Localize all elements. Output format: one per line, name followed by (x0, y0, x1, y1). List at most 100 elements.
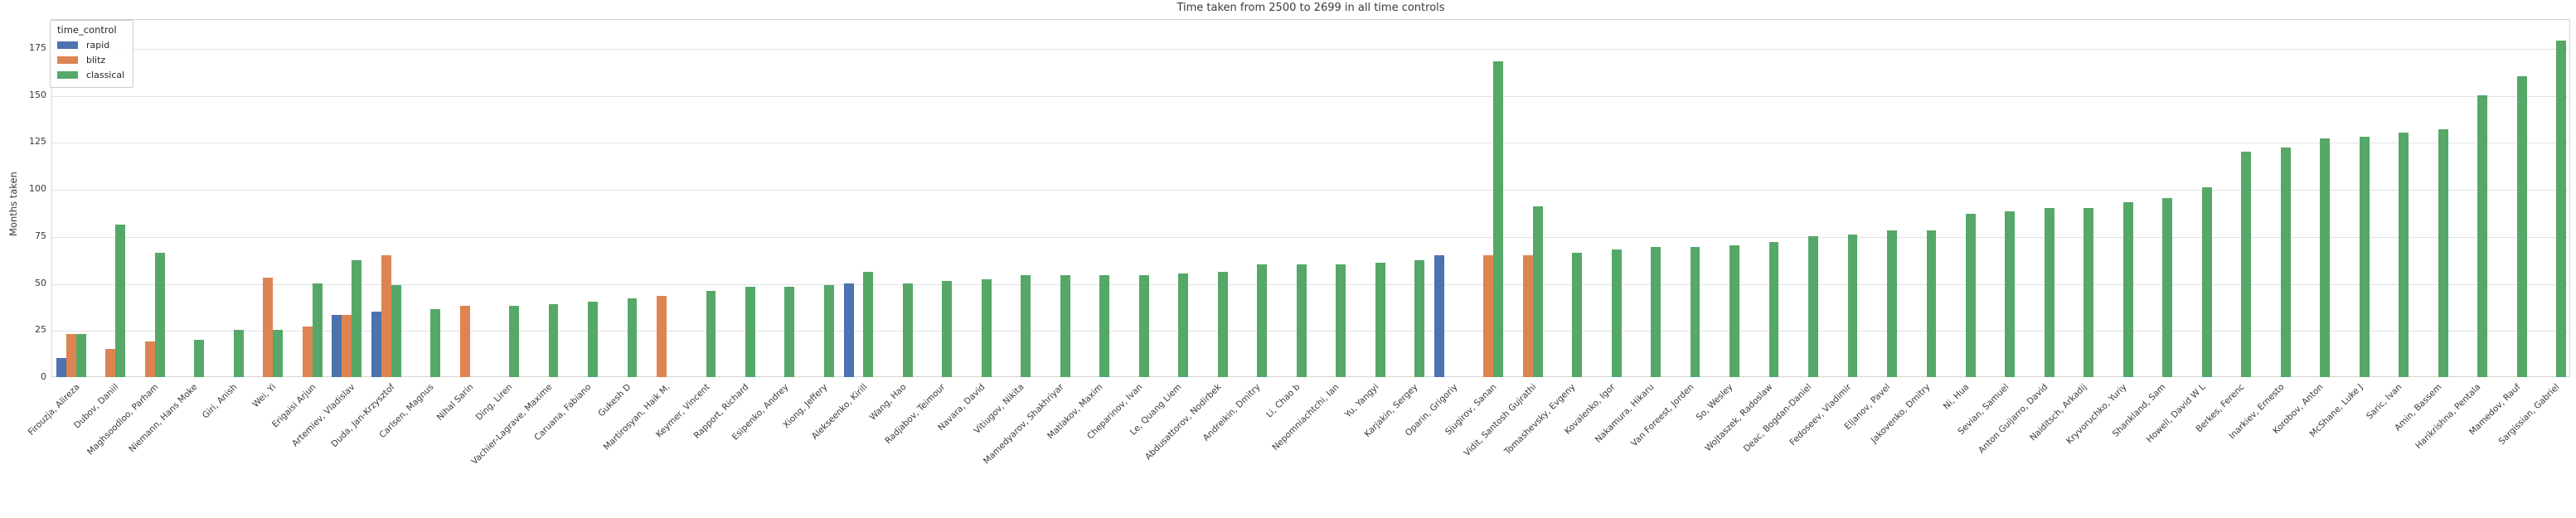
bar-classical-Esipenko, Andrey (784, 287, 795, 377)
bar-classical-Li, Chao b (1296, 264, 1307, 377)
bar-classical-Nakamura, Hikaru (1651, 247, 1661, 377)
bar-classical-Kovalenko, Igor (1611, 249, 1622, 377)
bar-classical-Le, Quang Liem (1178, 274, 1189, 377)
bar-classical-Fedoseev, Vladimir (1847, 234, 1858, 377)
bar-classical-Gukesh D (627, 298, 638, 377)
y-tick-label-50: 50 (35, 277, 46, 288)
bar-rapid-Artemiev, Vladislav (332, 315, 342, 377)
bar-classical-Maghsoodloo, Parham (154, 253, 165, 377)
bar-classical-Anton Guijarro, David (2044, 207, 2054, 377)
bar-rapid-Firouzja, Alireza (56, 358, 66, 377)
bar-classical-So, Wesley (1729, 245, 1739, 377)
legend: time_control rapid blitz classical (50, 20, 134, 88)
legend-entry-blitz: blitz (57, 52, 124, 67)
y-tick-label-25: 25 (35, 324, 46, 336)
bar-rapid-Oparin, Grigoriy (1434, 254, 1444, 377)
bar-classical-Rapport, Richard (745, 287, 755, 377)
gridline-y-75 (52, 236, 2569, 238)
bar-blitz-Erigaisi Arjun (302, 326, 313, 377)
bar-classical-Artemiev, Vladislav (352, 260, 362, 377)
bar-blitz-Duda, Jan-Krzysztof (381, 254, 391, 377)
bar-classical-Deac, Bogdan-Daniel (1808, 235, 1818, 377)
legend-title: time_control (57, 24, 117, 36)
bar-blitz-Martirosyan, Haik M. (657, 296, 667, 377)
bar-blitz-Dubov, Daniil (105, 348, 116, 377)
bar-classical-Yu, Yangyi (1375, 262, 1385, 377)
gridline-y-100 (52, 190, 2569, 191)
bar-blitz-Firouzja, Alireza (65, 333, 76, 377)
bar-classical-Mamedyarov, Shakhriyar (1060, 275, 1070, 377)
bar-classical-Shankland, Sam (2162, 198, 2173, 377)
bar-classical-Wojtaszek, Radoslaw (1768, 241, 1779, 377)
blitz-color-swatch (57, 56, 78, 64)
bar-classical-Mamedov, Rauf (2516, 76, 2527, 377)
bar-classical-Vitiugov, Nikita (1021, 275, 1031, 377)
rapid-color-swatch (57, 41, 78, 49)
bar-classical-Erigaisi Arjun (312, 283, 323, 377)
bar-classical-Jakovenko, Dmitry (1926, 230, 1937, 377)
bar-classical-Van Foreest, Jorden (1690, 247, 1700, 377)
bar-blitz-Nihal Sarin (459, 305, 470, 377)
bar-classical-Nepomniachtchi, Ian (1336, 264, 1346, 377)
bar-classical-Karjakin, Sergey (1414, 260, 1425, 377)
y-tick-label-0: 0 (41, 371, 46, 382)
bar-classical-Saric, Ivan (2399, 133, 2409, 377)
bar-classical-Firouzja, Alireza (75, 333, 86, 377)
y-tick-label-100: 100 (29, 183, 46, 195)
bar-blitz-Wei, Yi (263, 277, 274, 377)
y-tick-label-125: 125 (29, 136, 46, 148)
bar-rapid-Duda, Jan-Krzysztof (371, 311, 381, 377)
bar-classical-Keymer, Vincent (706, 290, 716, 377)
bar-blitz-Sjugirov, Sanan (1483, 254, 1494, 377)
bar-classical-Howell, David W L (2201, 186, 2212, 377)
bar-classical-Xiong, Jeffery (823, 284, 834, 377)
gridline-y-175 (52, 48, 2569, 50)
bar-classical-Naiditsch, Arkadij (2084, 207, 2094, 377)
legend-entry-classical: classical (57, 67, 124, 82)
y-tick-label-75: 75 (35, 230, 46, 241)
bar-classical-Giri, Anish (233, 330, 244, 377)
classical-color-swatch (57, 70, 78, 79)
bar-classical-Sevian, Samuel (2005, 211, 2016, 377)
bar-classical-Amin, Bassem (2438, 128, 2448, 377)
bar-blitz-Artemiev, Vladislav (342, 315, 352, 377)
bar-classical-Duda, Jan-Krzysztof (391, 284, 401, 377)
bar-classical-Carlsen, Magnus (430, 309, 441, 377)
bar-classical-Caruana, Fabiano (588, 302, 598, 377)
bar-classical-Navara, David (981, 279, 992, 377)
gridline-y-25 (52, 331, 2569, 332)
bar-classical-Tomashevsky, Evgeny (1572, 253, 1583, 377)
bar-classical-Ni, Hua (1965, 213, 1976, 377)
legend-label-rapid: rapid (86, 39, 110, 51)
bar-classical-Radjabov, Teimour (942, 281, 953, 377)
gridline-y-150 (52, 95, 2569, 97)
legend-label-blitz: blitz (86, 54, 106, 65)
bar-classical-McShane, Luke J (2359, 136, 2370, 377)
legend-entry-rapid: rapid (57, 37, 124, 52)
bar-classical-Berkes, Ferenc (2241, 151, 2252, 377)
bar-classical-Vachier-Lagrave, Maxime (548, 303, 559, 377)
bar-classical-Alekseenko, Kirill (863, 271, 874, 377)
bar-classical-Andreikin, Dmitry (1257, 264, 1268, 377)
bar-classical-Inarkiev, Ernesto (2280, 148, 2291, 377)
bar-blitz-Vidit, Santosh Gujrathi (1522, 254, 1533, 377)
bar-classical-Kryvoruchko, Yuriy (2122, 202, 2133, 377)
bar-classical-Dubov, Daniil (115, 225, 126, 377)
bar-classical-Korobov, Anton (2320, 138, 2331, 377)
chart-title: Time taken from 2500 to 2699 in all time… (1176, 2, 1445, 14)
bar-classical-Harikrishna, Pentala (2477, 94, 2488, 377)
bar-chart: Time taken from 2500 to 2699 in all time… (7, 2, 2570, 467)
y-tick-label-175: 175 (29, 41, 46, 53)
bar-classical-Cheparinov, Ivan (1138, 275, 1149, 377)
bar-rapid-Alekseenko, Kirill (843, 283, 854, 377)
bar-blitz-Maghsoodloo, Parham (144, 341, 155, 377)
bar-classical-Eljanov, Pavel (1887, 230, 1897, 377)
legend-label-classical: classical (86, 69, 125, 80)
bar-classical-Ding, Liren (509, 305, 519, 377)
bar-classical-Wang, Hao (902, 283, 913, 377)
plot-area (51, 19, 2570, 377)
bar-classical-Sjugirov, Sanan (1493, 61, 1504, 377)
bar-classical-Sargissian, Gabriel (2556, 40, 2567, 377)
gridline-y-50 (52, 283, 2569, 285)
bar-classical-Niemann, Hans Moke (194, 339, 205, 377)
